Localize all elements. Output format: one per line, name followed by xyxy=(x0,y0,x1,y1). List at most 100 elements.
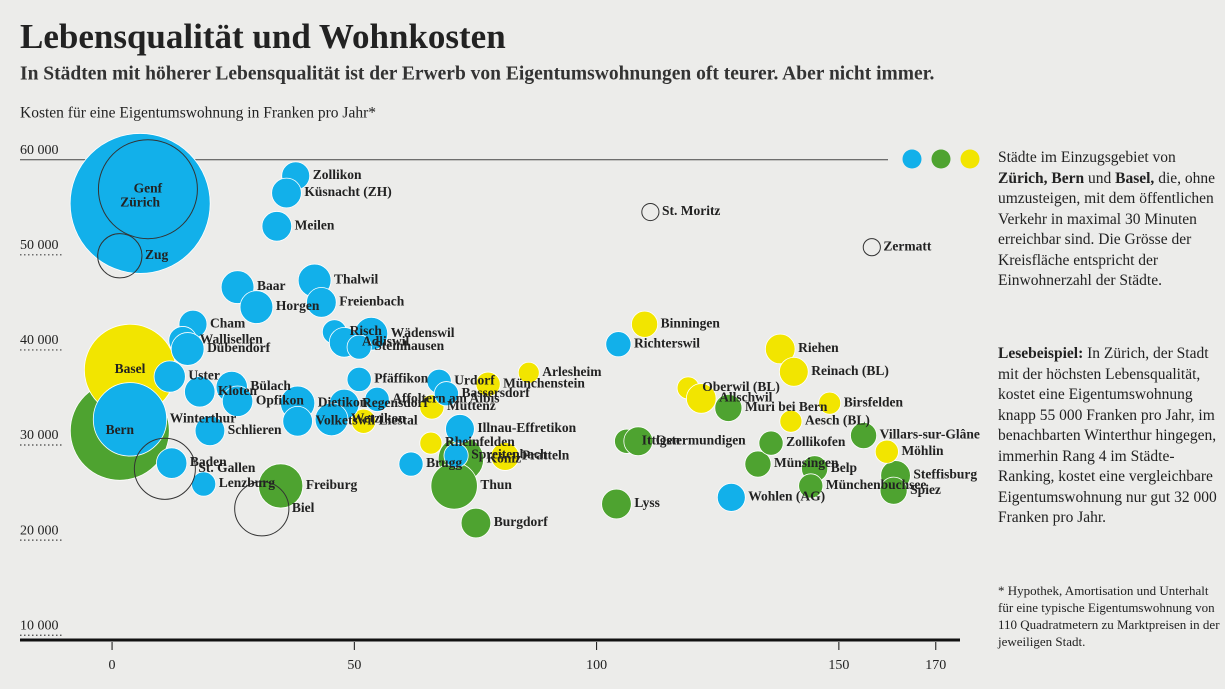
bubble-label: Bassersdorf xyxy=(462,385,531,400)
legend-dot xyxy=(960,149,980,169)
bubble xyxy=(271,177,302,209)
legend-text: Städte im Einzugsgebiet von Zürich, Bern… xyxy=(998,148,1222,292)
bubble xyxy=(282,406,313,437)
bubble-label: Regensdorf xyxy=(362,395,428,410)
bubble-label: Cham xyxy=(210,315,246,330)
bubble-label: Bern xyxy=(106,422,135,437)
x-tick-label: 0 xyxy=(109,658,116,673)
bubble xyxy=(69,133,211,274)
bubble-label: Münchenbuchsee xyxy=(826,477,927,492)
bubble xyxy=(623,426,654,457)
bubble xyxy=(97,233,143,279)
bubble xyxy=(184,376,216,408)
text-segment: In Zürich, der Stadt mit der höchsten Le… xyxy=(998,345,1217,526)
bubble-label: Reinach (BL) xyxy=(811,363,889,378)
bubble-label: Dübendorf xyxy=(207,340,271,355)
bubble-label: Riehen xyxy=(798,340,839,355)
example-text: Lesebeispiel: In Zürich, der Stadt mit d… xyxy=(998,344,1222,529)
bubble xyxy=(879,476,908,505)
bubble-label: Genf xyxy=(134,180,163,195)
bubble-label: Schlieren xyxy=(228,422,282,437)
bubble xyxy=(258,463,304,509)
bubble xyxy=(850,422,878,450)
bubble-label: Muri bei Bern xyxy=(745,399,828,414)
bubble xyxy=(601,488,632,520)
bubble-label: Baar xyxy=(257,278,286,293)
bubble xyxy=(798,473,824,499)
bubble-label: Wetzikon xyxy=(351,410,406,425)
bubble-label: Bülach xyxy=(250,378,291,393)
bubble-label: Freiburg xyxy=(306,477,358,492)
x-tick-label: 50 xyxy=(347,658,361,673)
text-segment: Städte im Einzugsgebiet von xyxy=(998,149,1176,166)
legend-dot xyxy=(931,149,951,169)
bubble-label: Küsnacht (ZH) xyxy=(304,184,391,199)
bubble-label: Spiez xyxy=(910,482,941,497)
bubble xyxy=(194,415,226,447)
bubble-label: Münchenstein xyxy=(503,375,585,390)
text-segment: und xyxy=(1084,169,1116,187)
bubble-label: Wädenswil xyxy=(391,325,455,340)
bubble xyxy=(92,382,168,457)
y-tick-label: 30 000 xyxy=(20,428,59,443)
bubble xyxy=(221,385,254,417)
bubble xyxy=(490,442,520,471)
bubble-label: Zollikon xyxy=(313,167,362,182)
bubble-label: Rheinfelden xyxy=(445,434,515,449)
bubble xyxy=(818,391,842,415)
bubble-label: Allschwil xyxy=(719,390,773,405)
bubble-label: Kloten xyxy=(218,383,257,398)
bubble-label: Steinhausen xyxy=(374,338,444,353)
bubble xyxy=(631,310,659,338)
bubble-label: Volketswil xyxy=(315,412,375,427)
bubble xyxy=(716,482,746,512)
bubble xyxy=(686,383,717,414)
text-segment: Zürich, Bern xyxy=(998,169,1085,187)
bubble-label: Muttenz xyxy=(447,398,496,413)
x-tick-label: 100 xyxy=(586,658,607,673)
bubble xyxy=(433,381,459,407)
bubble-label: Köniz xyxy=(487,450,522,465)
bubble-label: Zollikofen xyxy=(786,434,846,449)
y-tick-label: 40 000 xyxy=(20,333,59,348)
bubble xyxy=(133,437,196,500)
bubble-label: St. Gallen xyxy=(198,460,255,475)
bubble-label: Pratteln xyxy=(522,448,570,463)
bubble-label: Freienbach xyxy=(339,293,404,308)
bubble xyxy=(398,451,424,477)
bubble-label: Spreitenbach xyxy=(471,447,548,462)
bubble-label: Wallisellen xyxy=(200,332,263,347)
bubble xyxy=(778,356,809,387)
y-tick-label: 60 000 xyxy=(20,143,59,158)
bubble-label: Binningen xyxy=(661,315,721,330)
bubble-label: Brugg xyxy=(426,455,462,470)
bubble-label: Richterswil xyxy=(634,335,700,350)
bubble xyxy=(346,334,372,360)
bubble xyxy=(351,408,377,434)
bubble xyxy=(641,202,660,222)
bubble xyxy=(475,371,501,397)
y-axis-label: Kosten für eine Eigentumswohnung in Fran… xyxy=(20,105,376,122)
bubble xyxy=(862,238,881,257)
bubble-label: Arlesheim xyxy=(542,364,602,379)
bubble-label: Affoltern am Albis xyxy=(392,390,499,405)
bubble xyxy=(605,331,632,358)
bubble xyxy=(779,409,803,433)
bubble xyxy=(460,507,492,539)
bubble-label: Uster xyxy=(188,368,219,383)
bubble-label: Steffisburg xyxy=(913,467,977,482)
bubble-label: Illnau-Effretikon xyxy=(477,420,576,435)
bubble-label: Dietikon xyxy=(318,394,368,409)
bubble xyxy=(239,290,274,324)
bubble xyxy=(170,332,205,366)
bubble xyxy=(744,450,772,478)
bubble-label: Aesch (BL) xyxy=(805,412,870,427)
bubble xyxy=(314,402,349,437)
bubble-label: Meilen xyxy=(295,217,335,232)
bubble xyxy=(445,414,475,444)
bubble-label: Zug xyxy=(145,247,169,262)
bubble-label: Winterthur xyxy=(170,410,237,425)
bubble xyxy=(517,361,540,384)
